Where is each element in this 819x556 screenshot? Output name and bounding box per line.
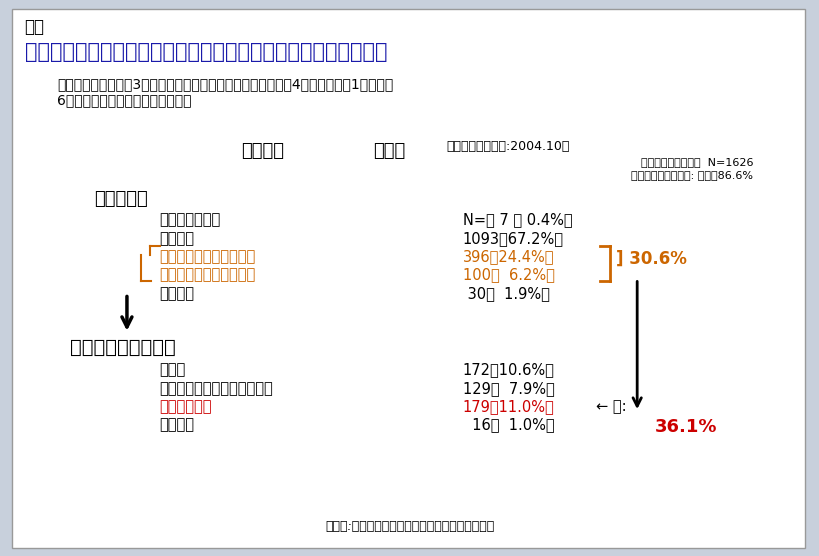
Text: 非要介護認定者の約3割に災害後に歩行困難が生じ、そのうち4割弱（全体の1割強）が: 非要介護認定者の約3割に災害後に歩行困難が生じ、そのうち4割弱（全体の1割強）が [57, 77, 394, 91]
Text: （新潟県中越地震:2004.10）: （新潟県中越地震:2004.10） [446, 140, 570, 153]
Text: 災害時の生活機能低下の実態（１）－回復困難な歩行困難の発生: 災害時の生活機能低下の実態（１）－回復困難な歩行困難の発生 [25, 42, 387, 62]
Text: 回答なし: 回答なし [160, 286, 195, 301]
Text: の変化: の変化 [373, 142, 405, 160]
Text: 戻った: 戻った [160, 363, 186, 378]
Text: 地震の影響: 地震の影響 [94, 190, 148, 208]
Text: 室内歩行も難しくなった: 室内歩行も難しくなった [160, 267, 256, 282]
Text: ← 内:: ← 内: [596, 399, 627, 414]
Text: 6ヵ月後にも回復していなかった。: 6ヵ月後にも回復していなかった。 [57, 93, 192, 107]
Text: N=　 7 （ 0.4%）: N= 7 （ 0.4%） [463, 212, 572, 227]
Text: 変化なし: 変化なし [160, 231, 195, 246]
Text: 396（24.4%）: 396（24.4%） [463, 249, 554, 264]
Text: 30（  1.9%）: 30（ 1.9%） [463, 286, 550, 301]
Text: 長岡市避難勧告地域: 回収率86.6%: 長岡市避難勧告地域: 回収率86.6% [631, 170, 753, 180]
Text: 1093（67.2%）: 1093（67.2%） [463, 231, 563, 246]
Text: 歩行状態: 歩行状態 [242, 142, 285, 160]
Text: 179（11.0%）: 179（11.0%） [463, 399, 554, 414]
Text: 172（10.6%）: 172（10.6%） [463, 363, 554, 378]
Text: ［協力:長岡市、長岡地域振興局健康福祉環境部］: ［協力:長岡市、長岡地域振興局健康福祉環境部］ [325, 520, 494, 533]
FancyBboxPatch shape [12, 9, 805, 548]
Text: 100（  6.2%）: 100（ 6.2%） [463, 267, 554, 282]
Text: 回答なし: 回答なし [160, 418, 195, 433]
Text: 地震前より改善: 地震前より改善 [160, 212, 221, 227]
Text: 屋外歩行が難しくなった: 屋外歩行が難しくなった [160, 249, 256, 264]
Text: 16（  1.0%）: 16（ 1.0%） [463, 418, 554, 433]
Text: 129（  7.9%）: 129（ 7.9%） [463, 381, 554, 396]
Text: 表１: 表１ [25, 18, 44, 36]
Text: 戻っていない: 戻っていない [160, 399, 212, 414]
Text: ] 30.6%: ] 30.6% [616, 250, 687, 268]
Text: 36.1%: 36.1% [655, 418, 717, 435]
Text: 地震前に戻ったか？: 地震前に戻ったか？ [70, 338, 175, 357]
Text: 非要介護認定高齢者  N=1626: 非要介護認定高齢者 N=1626 [641, 157, 753, 167]
Text: 戻ったが雪の影響で再度低下: 戻ったが雪の影響で再度低下 [160, 381, 274, 396]
